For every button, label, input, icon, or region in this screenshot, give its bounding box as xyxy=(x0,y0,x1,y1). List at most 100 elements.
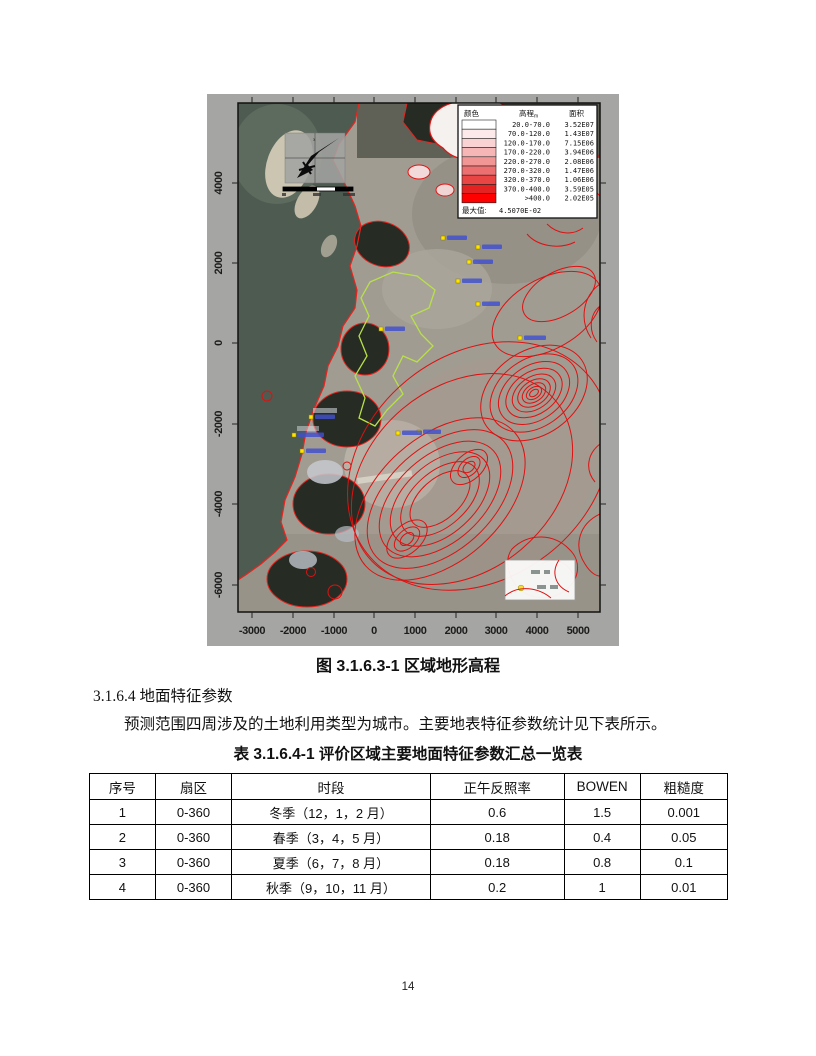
svg-text:-2000: -2000 xyxy=(213,411,225,437)
table-header-row: 序号 扇区 时段 正午反照率 BOWEN 粗糙度 xyxy=(89,773,729,800)
svg-text:0: 0 xyxy=(371,625,377,637)
cell-index: 2 xyxy=(89,824,156,850)
svg-text:1.43E07: 1.43E07 xyxy=(564,130,594,138)
svg-text:2000: 2000 xyxy=(213,251,225,274)
cell-period: 夏季（6，7，8 月） xyxy=(231,849,431,875)
svg-text:高程m: 高程m xyxy=(519,108,538,120)
legend-header-elevation-unit: m xyxy=(534,114,538,120)
runway-strip xyxy=(357,470,413,484)
svg-text:3000: 3000 xyxy=(485,625,508,637)
legend-header-elevation: 高程 xyxy=(519,108,534,118)
col-header-albedo: 正午反照率 xyxy=(429,773,565,800)
legend-max-label: 最大值: xyxy=(462,205,487,215)
legend-max-value: 4.5070E-02 xyxy=(499,207,541,215)
legend-header-color: 颜色 xyxy=(464,108,479,118)
svg-text:270.0-320.0: 270.0-320.0 xyxy=(504,167,550,175)
svg-text:-1000: -1000 xyxy=(321,625,347,637)
cell-index: 3 xyxy=(89,849,156,875)
svg-text:1.47E06: 1.47E06 xyxy=(564,167,594,175)
page-number: 14 xyxy=(401,981,415,993)
cell-sector: 0-360 xyxy=(154,874,233,900)
terrain-elevation-map: x xyxy=(207,94,619,646)
cell-albedo: 0.18 xyxy=(429,824,565,850)
svg-text:2000: 2000 xyxy=(445,625,468,637)
section-heading: 3.1.6.4 地面特征参数 xyxy=(93,688,233,705)
cell-albedo: 0.18 xyxy=(429,849,565,875)
cell-sector: 0-360 xyxy=(154,799,233,825)
svg-text:-2000: -2000 xyxy=(280,625,306,637)
cell-albedo: 0.2 xyxy=(429,874,565,900)
svg-text:2.02E05: 2.02E05 xyxy=(564,195,594,203)
x-axis-labels: -3000 -2000 -1000 0 1000 2000 3000 4000 … xyxy=(239,625,590,637)
svg-text:320.0-370.0: 320.0-370.0 xyxy=(504,176,550,184)
y-axis-labels: 4000 2000 0 -2000 -4000 -6000 xyxy=(213,171,225,598)
legend-ranges: 20.0-70.0 70.0-120.0 120.0-170.0 170.0-2… xyxy=(504,121,550,203)
table-caption: 表 3.1.6.4-1 评价区域主要地面特征参数汇总一览表 xyxy=(233,746,583,763)
svg-text:-4000: -4000 xyxy=(213,491,225,517)
col-header-index: 序号 xyxy=(89,773,156,800)
table-row: 1 0-360 冬季（12，1，2 月） 0.6 1.5 0.001 xyxy=(89,799,729,825)
cell-bowen: 1.5 xyxy=(563,799,641,825)
cell-roughness: 0.1 xyxy=(639,849,729,875)
surface-parameters-table: 序号 扇区 时段 正午反照率 BOWEN 粗糙度 1 0-360 冬季（12，1… xyxy=(89,773,729,900)
body-paragraph: 预测范围四周涉及的土地利用类型为城市。主要地表特征参数统计见下表所示。 xyxy=(124,716,667,733)
contour-lines xyxy=(306,153,600,600)
legend-swatches xyxy=(461,119,497,204)
cell-sector: 0-360 xyxy=(154,824,233,850)
col-header-period: 时段 xyxy=(231,773,431,800)
svg-text:4000: 4000 xyxy=(213,171,225,194)
cell-roughness: 0.01 xyxy=(639,874,729,900)
table-row: 3 0-360 夏季（6，7，8 月） 0.18 0.8 0.1 xyxy=(89,849,729,875)
cell-bowen: 0.4 xyxy=(563,824,641,850)
svg-text:120.0-170.0: 120.0-170.0 xyxy=(504,139,550,147)
cell-bowen: 0.8 xyxy=(563,849,641,875)
compass-icon: x xyxy=(284,132,346,184)
table-row: 2 0-360 春季（3，4，5 月） 0.18 0.4 0.05 xyxy=(89,824,729,850)
svg-text:1.06E06: 1.06E06 xyxy=(564,176,594,184)
svg-text:170.0-220.0: 170.0-220.0 xyxy=(504,149,550,157)
cell-index: 4 xyxy=(89,874,156,900)
col-header-roughness: 粗糙度 xyxy=(639,773,729,800)
col-header-sector: 扇区 xyxy=(154,773,233,800)
svg-text:5000: 5000 xyxy=(567,625,590,637)
svg-text:7.15E06: 7.15E06 xyxy=(564,139,594,147)
point-labels xyxy=(298,235,546,453)
monitoring-points xyxy=(291,235,546,454)
svg-text:370.0-400.0: 370.0-400.0 xyxy=(504,185,550,193)
cell-roughness: 0.001 xyxy=(639,799,729,825)
cell-period: 秋季（9，10，11 月） xyxy=(231,874,431,900)
svg-text:-3000: -3000 xyxy=(239,625,265,637)
svg-text:3.59E05: 3.59E05 xyxy=(564,185,594,193)
svg-text:x: x xyxy=(313,138,316,143)
svg-text:220.0-270.0: 220.0-270.0 xyxy=(504,158,550,166)
cell-albedo: 0.6 xyxy=(429,799,565,825)
cell-roughness: 0.05 xyxy=(639,824,729,850)
cell-index: 1 xyxy=(89,799,156,825)
svg-text:-6000: -6000 xyxy=(213,572,225,598)
svg-text:0: 0 xyxy=(213,340,225,346)
assessment-boundary xyxy=(354,271,436,427)
svg-text:20.0-70.0: 20.0-70.0 xyxy=(512,121,550,129)
svg-text:70.0-120.0: 70.0-120.0 xyxy=(508,130,550,138)
svg-text:1000: 1000 xyxy=(404,625,427,637)
cell-period: 冬季（12，1，2 月） xyxy=(231,799,431,825)
sea-water xyxy=(238,103,361,580)
cell-period: 春季（3，4，5 月） xyxy=(231,824,431,850)
figure-caption: 图 3.1.6.3-1 区域地形高程 xyxy=(315,658,501,675)
building-cluster xyxy=(307,460,343,484)
cell-bowen: 1 xyxy=(563,874,641,900)
elevation-legend: 颜色 高程m 面积 20.0-70.0 70.0-120.0 xyxy=(457,104,598,219)
svg-text:4000: 4000 xyxy=(526,625,549,637)
svg-text:3.52E07: 3.52E07 xyxy=(564,121,594,129)
legend-header-area: 面积 xyxy=(569,108,584,118)
legend-areas: 3.52E07 1.43E07 7.15E06 3.94E06 2.08E06 … xyxy=(564,121,594,203)
map-frame xyxy=(237,102,601,613)
table-row: 4 0-360 秋季（9，10，11 月） 0.2 1 0.01 xyxy=(89,874,729,900)
cell-sector: 0-360 xyxy=(154,849,233,875)
col-header-bowen: BOWEN xyxy=(563,773,641,800)
terrain-map-svg: x xyxy=(207,94,619,646)
map-inset-legend xyxy=(504,559,576,601)
svg-text:2.08E06: 2.08E06 xyxy=(564,158,594,166)
svg-text:3.94E06: 3.94E06 xyxy=(564,149,594,157)
